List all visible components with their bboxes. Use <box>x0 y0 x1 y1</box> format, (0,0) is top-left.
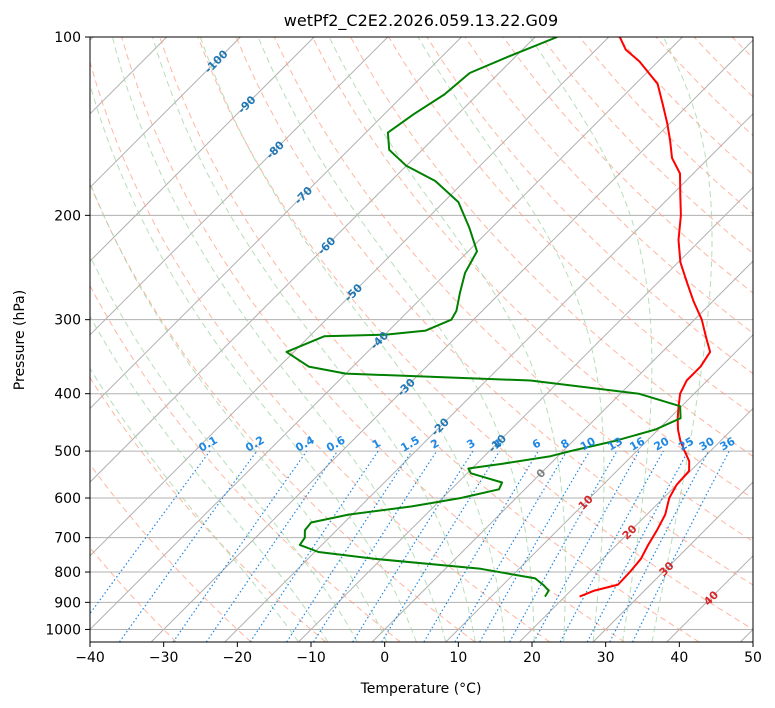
isotherm-gridline <box>519 407 753 642</box>
moist-adiabat <box>112 37 447 642</box>
y-tick-label: 100 <box>54 30 81 46</box>
dry-adiabat <box>90 376 327 642</box>
isotherm-gridline <box>90 37 315 262</box>
mixing-ratio-line <box>632 450 730 642</box>
y-tick-label: 800 <box>54 565 81 581</box>
x-tick-label: −30 <box>149 650 179 666</box>
moist-adiabat <box>417 37 605 642</box>
moist-adiabat <box>90 82 417 642</box>
y-tick-label: 300 <box>54 313 81 329</box>
mixing-ratio-line <box>205 450 338 642</box>
moist-adiabat <box>152 37 476 642</box>
x-tick-label: 40 <box>670 650 688 666</box>
moist-adiabat <box>90 181 388 642</box>
dry-adiabat <box>311 37 753 500</box>
x-tick-label: −20 <box>223 650 253 666</box>
mixing-ratio-line <box>312 450 438 642</box>
isotherm-gridline <box>90 37 389 336</box>
x-tick-label: 10 <box>449 650 467 666</box>
x-tick-label: 0 <box>380 650 389 666</box>
mixing-ratio-line <box>509 450 618 642</box>
y-tick-label: 500 <box>54 444 81 460</box>
isotherm-gridline <box>150 39 753 642</box>
moist-adiabat <box>90 367 299 642</box>
moist-adiabat <box>328 37 566 642</box>
y-tick-label: 600 <box>54 491 81 507</box>
plot-frame <box>89 36 754 643</box>
dry-adiabat <box>235 37 753 586</box>
chart-title: wetPf2_C2E2.2026.059.13.22.G09 <box>284 11 558 31</box>
dry-adiabat <box>502 37 753 294</box>
y-tick-label: 700 <box>54 531 81 547</box>
y-tick-label: 900 <box>54 595 81 611</box>
dry-adiabat <box>159 37 700 642</box>
isotherm-gridline <box>445 334 753 642</box>
isotherm-gridline <box>224 113 753 642</box>
mixing-ratio-line <box>119 450 258 642</box>
y-tick-label: 200 <box>54 208 81 224</box>
adiabats <box>90 37 753 642</box>
dry-adiabat <box>273 37 753 543</box>
isotherm-gridline <box>90 37 610 557</box>
mixing-ratio-line <box>90 450 211 615</box>
x-axis-label: Temperature (°C) <box>360 681 482 697</box>
plot-background <box>90 37 753 642</box>
mixing-ratio-line <box>249 450 379 642</box>
mixing-ratio-line <box>172 450 308 642</box>
dry-adiabat <box>90 60 551 642</box>
x-tick-label: −40 <box>75 650 105 666</box>
isotherm-gridline <box>90 37 683 631</box>
x-tick-label: 30 <box>597 650 615 666</box>
moist-adiabat <box>257 37 535 642</box>
isotherm-gridline <box>90 37 536 483</box>
moist-adiabat <box>199 37 506 642</box>
moist-adiabat <box>651 37 713 642</box>
mixing-ratio-line <box>559 450 664 642</box>
temperature-profile-line <box>579 37 712 598</box>
isotherm-gridline <box>371 260 753 642</box>
y-axis-label: Pressure (hPa) <box>12 290 28 390</box>
isotherm-gridline <box>90 37 241 189</box>
dry-adiabat <box>90 463 252 642</box>
x-tick-label: 20 <box>523 650 541 666</box>
isotherm-gridline <box>90 37 462 410</box>
isotherm-gridline <box>592 481 753 642</box>
dewpoint-profile-line <box>285 37 682 598</box>
sounding-profiles <box>285 37 712 598</box>
moist-adiabat <box>529 37 653 642</box>
x-tick-label: 50 <box>744 650 762 666</box>
x-axis-ticks: −40 −30 −20 −10 0 10 20 30 40 50 <box>75 642 762 666</box>
mixing-ratio-line <box>533 450 640 642</box>
dry-adiabat <box>197 37 753 630</box>
y-tick-label: 400 <box>54 387 81 403</box>
mixing-ratio-line <box>286 450 413 642</box>
mixing-ratio-line <box>352 450 474 642</box>
y-tick-label: 1000 <box>45 622 81 638</box>
x-tick-label: −10 <box>296 650 326 666</box>
y-axis-ticks: 100 200 300 400 500 600 700 800 900 1000 <box>45 30 90 638</box>
moist-adiabat <box>90 254 358 642</box>
moist-adiabat <box>90 315 329 642</box>
